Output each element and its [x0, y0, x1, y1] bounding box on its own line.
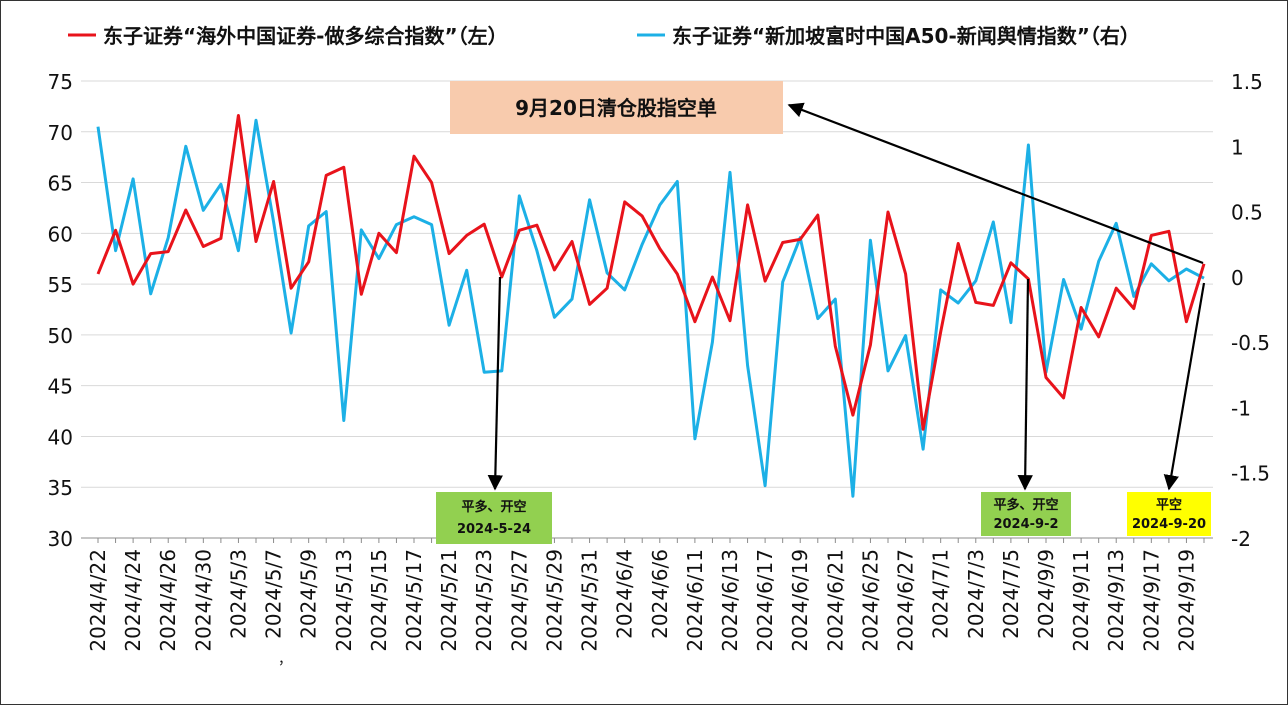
y-left-tick-label: 75 [48, 70, 73, 94]
y-right-tick-label: -0.5 [1231, 331, 1270, 355]
signal-box-3-line2: 2024-9-20 [1132, 517, 1206, 532]
signal-box-3-line1: 平空 [1156, 497, 1182, 513]
arrow-signal-3 [1163, 282, 1206, 491]
y-left-tick-label: 30 [48, 527, 73, 551]
signal-box-2-line1: 平多、开空 [993, 497, 1058, 513]
signal-box-2-bg [981, 492, 1071, 536]
y-left-tick-label: 35 [48, 476, 73, 500]
x-tick-label: 2024/5/9 [297, 549, 321, 639]
x-tick-label: 2024/9/11 [1069, 549, 1093, 652]
x-tick-label: 2024/6/11 [683, 549, 707, 652]
series-line-right [96, 118, 1205, 498]
signal-box-1-line1: 平多、开空 [461, 499, 526, 515]
x-tick-label: 2024/7/1 [929, 549, 953, 639]
x-tick-label: 2024/7/3 [964, 549, 988, 639]
signal-box-1-line2: 2024-5-24 [457, 522, 531, 537]
y-right-tick-label: 0.5 [1231, 201, 1263, 225]
x-tick-label: 2024/5/15 [367, 549, 391, 652]
x-tick-label: 2024/9/9 [1034, 549, 1058, 639]
y-right-tick-label: -1.5 [1231, 462, 1270, 486]
signal-box-3-bg [1127, 492, 1211, 536]
y-right-tick-label: -1 [1231, 396, 1251, 420]
x-tick-label: 2024/9/13 [1104, 549, 1128, 652]
y-axis-left: 30 35 40 45 50 55 60 65 70 75 [48, 70, 73, 551]
x-tick-label: 2024/4/26 [156, 549, 180, 652]
x-tick-label: 2024/6/19 [788, 549, 812, 652]
x-tick-label: 2024/9/17 [1139, 549, 1163, 652]
y-left-tick-label: 70 [48, 121, 73, 145]
series-layer [96, 114, 1206, 498]
signal-box-1: 平多、开空 2024-5-24 [436, 492, 552, 544]
x-tick-label: 2024/5/21 [437, 549, 461, 652]
x-tick-label: 2024/5/27 [507, 549, 531, 652]
x-tick-label: 2024/9/19 [1174, 549, 1198, 652]
x-tick-label: 2024/5/7 [262, 549, 286, 639]
x-tick-label: 2024/6/25 [858, 549, 882, 652]
x-tick-label: 2024/6/21 [823, 549, 847, 652]
series-line-left [96, 114, 1206, 431]
y-axis-right: -2 -1.5 -1 -0.5 0 0.5 1 1.5 [1231, 70, 1270, 551]
x-tick-label: 2024/5/17 [402, 549, 426, 652]
arrow-signal-2 [1017, 278, 1033, 491]
x-tick-label: 2024/5/23 [472, 549, 496, 652]
y-left-tick-label: 40 [48, 425, 73, 449]
annotation-title-box [450, 81, 783, 134]
x-tick-label: 2024/6/27 [894, 549, 918, 652]
y-right-tick-label: 0 [1231, 266, 1244, 290]
x-tick-label: 2024/6/4 [613, 549, 637, 639]
y-left-tick-label: 55 [48, 273, 73, 297]
legend-left-label: 东子证券“海外中国证券-做多综合指数”（左） [103, 24, 508, 48]
stray-mark: ， [278, 652, 292, 668]
arrow-to-title [787, 102, 1204, 265]
x-tick-label: 2024/5/13 [332, 549, 356, 652]
x-tick-label: 2024/5/31 [578, 549, 602, 652]
x-tick-label: 2024/4/24 [121, 549, 145, 652]
legend-right-label: 东子证券“新加坡富时中国A50-新闻舆情指数”（右） [672, 24, 1140, 48]
y-right-tick-label: -2 [1231, 527, 1251, 551]
y-left-tick-label: 60 [48, 222, 73, 246]
x-axis: 2024/4/22 2024/4/24 2024/4/26 2024/4/30 2024… [86, 538, 1205, 652]
annotation-title-text: 9月20日清仓股指空单 [515, 96, 717, 120]
x-tick-label: 2024/6/13 [718, 549, 742, 652]
annotation-title: 9月20日清仓股指空单 [450, 81, 783, 134]
x-tick-label: 2024/6/17 [753, 549, 777, 652]
x-tick-label: 2024/7/5 [999, 549, 1023, 639]
x-tick-label: 2024/4/22 [86, 549, 110, 652]
signal-box-3: 平空 2024-9-20 [1127, 492, 1211, 536]
y-right-tick-label: 1 [1231, 135, 1244, 159]
arrow-signal-1 [487, 276, 504, 491]
signal-box-2: 平多、开空 2024-9-2 [981, 492, 1071, 536]
x-tick-label: 2024/5/3 [226, 549, 250, 639]
y-left-tick-label: 65 [48, 172, 73, 196]
legend: 东子证券“海外中国证券-做多综合指数”（左） 东子证券“新加坡富时中国A50-新… [68, 24, 1140, 48]
y-left-tick-label: 50 [48, 324, 73, 348]
y-right-tick-label: 1.5 [1231, 70, 1263, 94]
x-tick-label: 2024/4/30 [191, 549, 215, 652]
signal-box-2-line2: 2024-9-2 [993, 517, 1058, 532]
y-left-tick-label: 45 [48, 375, 73, 399]
signal-box-1-bg [436, 492, 552, 544]
x-tick-label: 2024/6/6 [648, 549, 672, 639]
x-tick-label: 2024/5/29 [542, 549, 566, 652]
